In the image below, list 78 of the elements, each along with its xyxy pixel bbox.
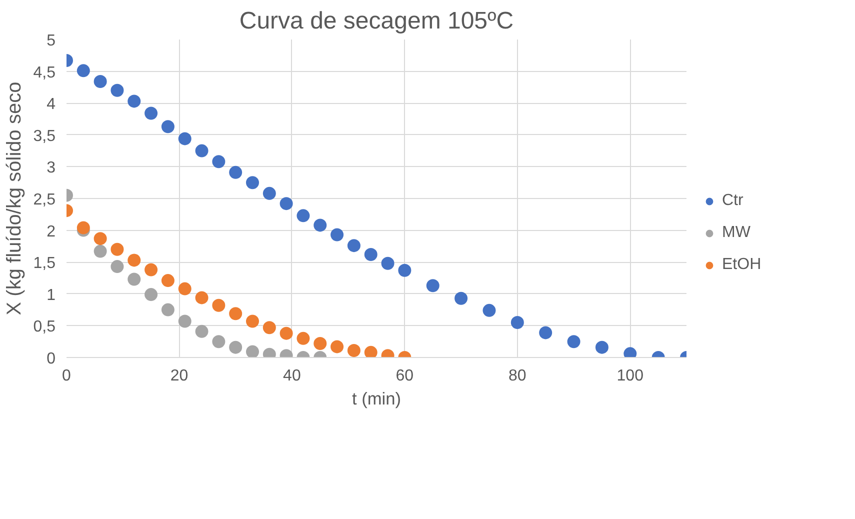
point <box>330 228 344 242</box>
point <box>454 292 468 305</box>
chart-title: Curva de secagem 105ºC <box>239 8 514 34</box>
y-tick-label: 5 <box>46 32 56 50</box>
x-tick-label: 80 <box>508 368 526 384</box>
point <box>426 279 440 292</box>
x-tick-label: 0 <box>62 368 72 384</box>
point <box>212 155 226 168</box>
y-axis-title: X (kg fluído/kg sólido seco <box>3 82 26 316</box>
point <box>229 307 242 320</box>
point <box>195 291 208 304</box>
point <box>567 335 580 348</box>
point <box>280 326 293 340</box>
y-tick-label: 2 <box>46 223 56 240</box>
y-tick-label: 0 <box>46 350 56 368</box>
point <box>76 221 90 234</box>
point <box>229 340 242 354</box>
y-tick-label: 3,5 <box>33 128 56 145</box>
point <box>347 344 360 357</box>
point <box>212 298 226 312</box>
y-tick-label: 3 <box>46 160 56 177</box>
point <box>161 303 174 316</box>
point <box>510 316 524 330</box>
point <box>229 166 242 179</box>
point <box>178 132 192 146</box>
point <box>144 106 158 120</box>
point <box>161 274 174 288</box>
x-axis-title: t (min) <box>352 388 402 408</box>
legend-label: MW <box>722 224 750 242</box>
point <box>178 282 192 296</box>
y-tick-label: 2,5 <box>33 192 56 208</box>
y-tick-label: 1,5 <box>33 255 56 272</box>
point <box>178 314 192 328</box>
point <box>280 197 293 210</box>
y-tick-label: 0,5 <box>33 318 56 336</box>
point <box>347 239 360 252</box>
point <box>314 218 327 232</box>
point <box>381 256 394 270</box>
point <box>364 346 378 358</box>
point <box>212 335 226 348</box>
point <box>128 272 141 286</box>
legend-label: Ctr <box>722 192 744 210</box>
point <box>296 209 310 222</box>
point <box>110 242 124 256</box>
point <box>110 260 124 274</box>
point <box>128 254 141 267</box>
point <box>246 176 259 190</box>
x-tick-label: 60 <box>396 368 414 384</box>
point <box>195 324 208 338</box>
x-tick-label: 40 <box>283 368 301 384</box>
legend-label: EtOH <box>722 256 762 274</box>
point <box>398 264 412 277</box>
point <box>314 337 327 350</box>
point <box>94 74 107 88</box>
y-tick-label: 4 <box>46 96 56 114</box>
point <box>482 304 496 317</box>
y-tick-label: 1 <box>46 286 56 304</box>
point <box>195 144 208 158</box>
x-tick-label: 100 <box>616 368 644 384</box>
point <box>539 326 552 340</box>
point <box>330 340 344 354</box>
point <box>144 263 158 276</box>
point <box>246 314 259 328</box>
point <box>94 232 107 246</box>
point <box>144 288 158 302</box>
point <box>94 244 107 258</box>
point <box>364 248 378 261</box>
x-tick-label: 20 <box>170 368 188 384</box>
point <box>262 186 276 200</box>
point <box>128 94 141 108</box>
point <box>262 321 276 334</box>
point <box>595 340 608 354</box>
point <box>246 345 259 358</box>
point <box>76 64 90 78</box>
point <box>296 332 310 345</box>
point <box>161 120 174 134</box>
y-tick-label: 4,5 <box>33 64 56 82</box>
point <box>110 84 124 97</box>
